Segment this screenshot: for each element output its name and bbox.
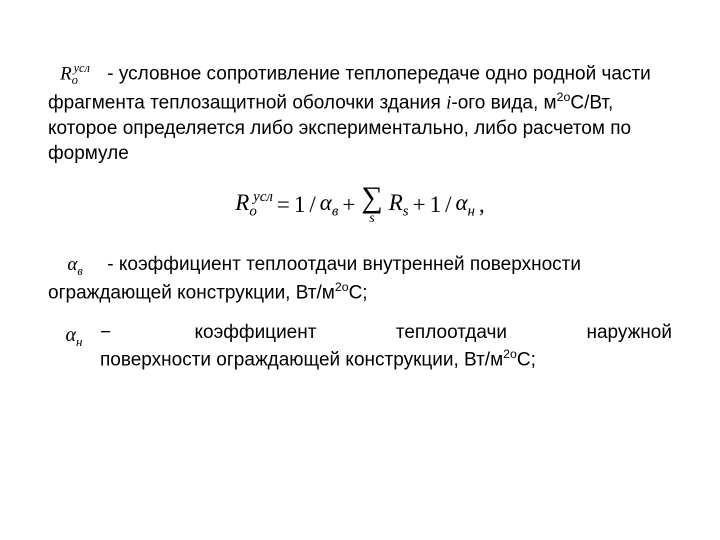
sigma-icon: ∑ <box>361 183 382 213</box>
eq-term1-den: αв <box>320 187 339 222</box>
eq-sum: ∑ s <box>361 183 382 226</box>
def-R0-dash: - <box>107 63 119 84</box>
symbol-alpha-n: αн <box>48 320 100 373</box>
eq-plus2: + <box>413 189 426 220</box>
definition-alpha-n: αн − коэффициент теплоотдачи наружной по… <box>48 320 672 373</box>
symbol-alpha-v: αв <box>48 252 102 279</box>
eq-tail: , <box>479 189 485 220</box>
eq-equals: = <box>277 189 290 220</box>
def-R0-text-a: условное сопротивление теплопередаче одн… <box>48 63 651 113</box>
eq-sum-index: s <box>369 212 374 226</box>
eq-sum-body: Rs <box>389 187 409 222</box>
def-an-w3: наружной <box>586 320 672 346</box>
def-av-text-b: С; <box>349 283 368 304</box>
definition-alpha-v: αв - коэффициент теплоотдачи внутренней … <box>48 252 672 306</box>
def-an-w2: теплоотдачи <box>396 320 507 346</box>
def-an-text: − коэффициент теплоотдачи наружной повер… <box>100 320 672 373</box>
symbol-R0-usn: Roусл <box>48 60 102 89</box>
eq-term3-den: αн <box>455 187 475 222</box>
eq-lhs: Roусл <box>235 187 273 222</box>
document-page: Roусл - условное сопротивление теплопере… <box>0 0 720 540</box>
eq-plus1: + <box>342 189 355 220</box>
def-R0-unit-sup: 2о <box>557 90 571 104</box>
equation-R0: Roусл = 1/αв + ∑ s Rs + 1/αн , <box>48 183 672 226</box>
def-an-w1: коэффициент <box>195 320 317 346</box>
def-R0-text-b: -ого вида, м <box>451 92 556 113</box>
eq-term3-num: 1 <box>430 189 442 220</box>
def-an-dash: − <box>100 320 111 346</box>
def-an-line2-b: С; <box>517 349 536 370</box>
definition-R0: Roусл - условное сопротивление теплопере… <box>48 60 672 167</box>
def-av-unit-sup: 2о <box>335 280 349 294</box>
def-an-line2-a: поверхности ограждающей конструкции, Вт/… <box>100 349 503 370</box>
def-an-unit-sup: 2о <box>503 347 517 361</box>
def-av-text-a: коэффициент теплоотдачи внутренней повер… <box>48 254 581 304</box>
def-av-dash: - <box>107 254 119 275</box>
eq-term1-num: 1 <box>294 189 306 220</box>
